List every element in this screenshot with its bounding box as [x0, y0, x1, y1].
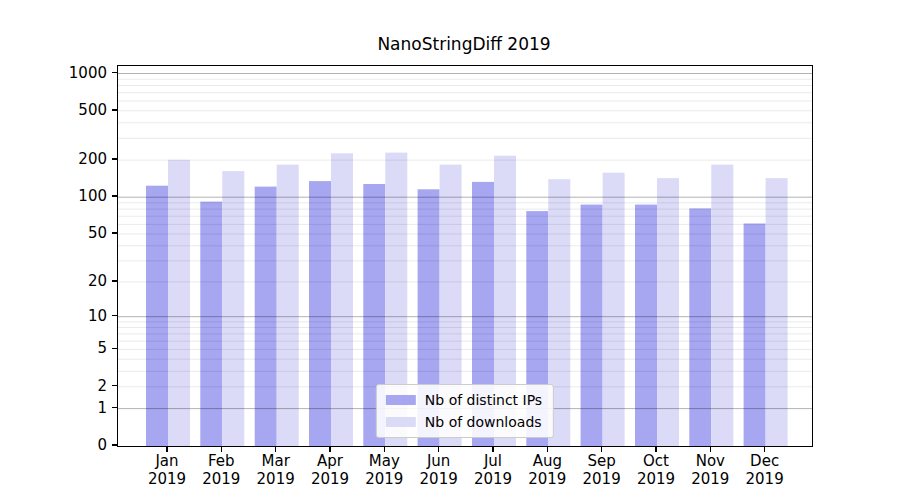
y-tick-mark: [112, 72, 117, 73]
x-tick-label: Sep2019: [572, 452, 632, 488]
y-tick-label: 5: [7, 339, 107, 357]
y-tick-label: 1: [7, 399, 107, 417]
x-tick-mark: [329, 447, 330, 452]
plot-area: Nb of distinct IPs Nb of downloads: [117, 65, 813, 447]
x-tick-mark: [710, 447, 711, 452]
x-tick-label: Mar2019: [246, 452, 306, 488]
chart-title: NanoStringDiff 2019: [117, 34, 811, 54]
y-tick-mark: [112, 315, 117, 316]
x-tick-mark: [601, 447, 602, 452]
legend-item-distinct-ips: Nb of distinct IPs: [386, 392, 542, 408]
y-tick-mark: [112, 385, 117, 386]
bar-downloads-mar: [277, 165, 299, 446]
bar-ips-sep: [581, 205, 603, 446]
y-tick-label: 10: [7, 307, 107, 325]
bar-downloads-nov: [711, 165, 733, 446]
legend-swatch-downloads: [386, 417, 416, 427]
y-tick-label: 500: [7, 101, 107, 119]
x-tick-label: Jan2019: [137, 452, 197, 488]
x-tick-label: Feb2019: [191, 452, 251, 488]
figure: NanoStringDiff 2019 Nb of distinct IPs N…: [0, 0, 900, 500]
y-tick-label: 100: [7, 187, 107, 205]
y-tick-mark: [112, 158, 117, 159]
legend-item-downloads: Nb of downloads: [386, 414, 542, 430]
y-tick-label: 0: [7, 436, 107, 454]
y-tick-label: 1000: [7, 64, 107, 82]
legend-label-ips: Nb of distinct IPs: [425, 392, 542, 408]
x-tick-label: Jul2019: [463, 452, 523, 488]
bar-ips-apr: [309, 181, 331, 446]
x-tick-label: Aug2019: [517, 452, 577, 488]
legend: Nb of distinct IPs Nb of downloads: [376, 384, 554, 438]
legend-swatch-ips: [386, 395, 416, 405]
x-tick-mark: [275, 447, 276, 452]
y-tick-mark: [112, 407, 117, 408]
x-tick-mark: [438, 447, 439, 452]
x-tick-label: Dec2019: [735, 452, 795, 488]
x-tick-mark: [547, 447, 548, 452]
y-tick-mark: [112, 195, 117, 196]
bar-downloads-oct: [657, 178, 679, 446]
x-tick-mark: [166, 447, 167, 452]
x-tick-label: Nov2019: [680, 452, 740, 488]
bar-downloads-dec: [766, 178, 788, 446]
y-tick-label: 20: [7, 272, 107, 290]
y-tick-label: 50: [7, 224, 107, 242]
y-tick-mark: [112, 348, 117, 349]
bar-downloads-sep: [603, 173, 625, 446]
x-tick-label: Apr2019: [300, 452, 360, 488]
x-tick-mark: [492, 447, 493, 452]
bar-ips-dec: [744, 224, 766, 447]
bar-downloads-feb: [222, 171, 244, 446]
y-tick-mark: [112, 232, 117, 233]
bar-ips-feb: [200, 202, 222, 446]
y-tick-mark: [112, 109, 117, 110]
x-tick-label: May2019: [354, 452, 414, 488]
x-tick-mark: [221, 447, 222, 452]
legend-label-downloads: Nb of downloads: [425, 414, 542, 430]
y-tick-mark: [112, 280, 117, 281]
x-tick-mark: [764, 447, 765, 452]
x-tick-mark: [655, 447, 656, 452]
x-tick-mark: [384, 447, 385, 452]
y-tick-label: 2: [7, 377, 107, 395]
y-tick-mark: [112, 444, 117, 445]
y-tick-label: 200: [7, 150, 107, 168]
x-tick-label: Jun2019: [409, 452, 469, 488]
bar-ips-oct: [635, 205, 657, 446]
x-tick-label: Oct2019: [626, 452, 686, 488]
